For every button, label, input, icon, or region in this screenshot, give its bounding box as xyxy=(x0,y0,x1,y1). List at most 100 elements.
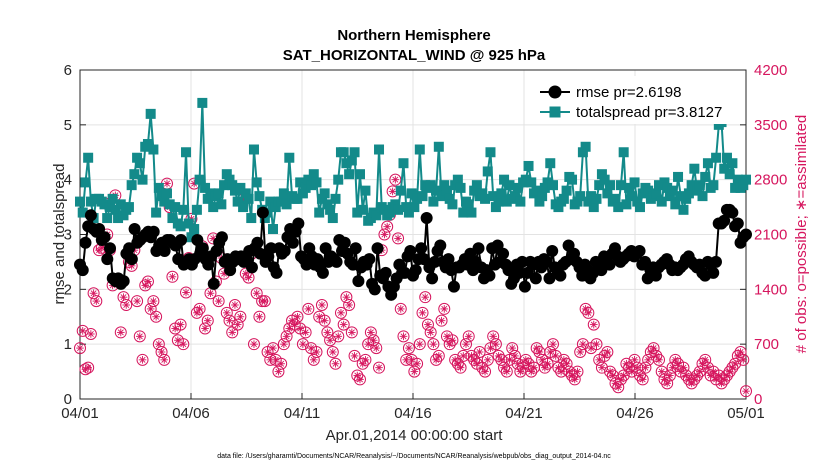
totalspread-point xyxy=(183,218,194,229)
obs-point-star xyxy=(359,360,366,367)
obs-point xyxy=(239,267,252,280)
rmse-point xyxy=(158,244,171,257)
obs-point-star xyxy=(142,282,149,289)
obs-point-star xyxy=(609,372,616,379)
totalspread-point xyxy=(721,152,732,163)
totalspread-point xyxy=(602,188,613,199)
totalspread-point xyxy=(137,174,148,185)
obs-point-circle xyxy=(193,302,206,315)
obs-point-circle xyxy=(133,330,146,343)
obs-point-circle xyxy=(500,365,513,378)
obs-point-star xyxy=(210,235,217,242)
obs-point-star xyxy=(348,329,355,336)
obs-point-star xyxy=(723,372,730,379)
series-rmse xyxy=(74,203,752,301)
totalspread-point xyxy=(480,193,491,204)
obs-point-star xyxy=(392,176,399,183)
obs-point xyxy=(158,353,171,366)
obs-point-star xyxy=(231,301,238,309)
obs-point-circle xyxy=(356,357,369,370)
totalspread-point xyxy=(526,177,537,188)
obs-point-star xyxy=(628,368,635,375)
obs-point-star xyxy=(321,317,328,324)
obs-point-star xyxy=(169,273,176,280)
obs-point-star xyxy=(196,305,203,312)
totalspread-point xyxy=(270,202,281,213)
obs-point-star xyxy=(463,341,470,348)
obs-point-circle xyxy=(141,275,154,288)
obs-point-star xyxy=(351,352,358,359)
obs-point-circle xyxy=(557,353,570,366)
obs-point-circle xyxy=(258,295,271,308)
data-file-footnote: data file: /Users/gharamti/Documents/NCA… xyxy=(217,453,611,460)
totalspread-point xyxy=(292,193,303,204)
obs-point xyxy=(394,302,407,315)
obs-point-star xyxy=(601,352,608,359)
obs-point xyxy=(508,349,521,362)
obs-point-star xyxy=(215,298,222,305)
obs-point-star xyxy=(669,364,676,371)
obs-point-circle xyxy=(158,353,171,366)
obs-point-star xyxy=(376,364,383,371)
obs-point-star xyxy=(441,305,448,312)
obs-point-circle xyxy=(598,349,611,362)
y-tick-right-label: 2800 xyxy=(754,172,787,189)
totalspread-point xyxy=(730,182,741,193)
obs-point-star xyxy=(370,337,377,344)
obs-point xyxy=(576,338,589,351)
obs-point-star xyxy=(579,341,586,348)
obs-point-circle xyxy=(114,326,127,339)
obs-point xyxy=(114,326,127,339)
obs-point xyxy=(275,357,288,370)
obs-point xyxy=(462,330,475,343)
obs-point-star xyxy=(465,333,472,340)
obs-point xyxy=(549,349,562,362)
rmse-point xyxy=(415,242,428,255)
obs-point xyxy=(345,326,358,339)
obs-point xyxy=(541,357,554,370)
obs-point xyxy=(402,342,415,355)
obs-point xyxy=(253,310,266,323)
obs-point-circle xyxy=(397,330,410,343)
obs-point-circle xyxy=(373,361,386,374)
obs-point-circle xyxy=(582,306,595,319)
rmse-point xyxy=(117,275,130,288)
obs-point-star xyxy=(153,313,160,320)
obs-point xyxy=(636,373,649,386)
obs-point xyxy=(150,310,163,323)
totalspread-point xyxy=(374,144,385,155)
obs-point xyxy=(454,361,467,374)
rmse-point xyxy=(707,266,720,279)
obs-point xyxy=(242,271,255,284)
rmse-point xyxy=(363,253,376,266)
totalspread-point xyxy=(414,144,425,155)
obs-point xyxy=(413,338,426,351)
obs-point-star xyxy=(310,356,317,363)
obs-point-star xyxy=(596,356,603,363)
totalspread-point xyxy=(542,177,553,188)
rmse-point xyxy=(278,244,291,257)
obs-point-star xyxy=(422,294,429,301)
totalspread-point xyxy=(384,207,395,218)
obs-point xyxy=(136,353,149,366)
totalspread-point xyxy=(537,191,548,202)
obs-point-star xyxy=(443,333,450,340)
obs-point-circle xyxy=(481,353,494,366)
obs-point-circle xyxy=(737,353,750,366)
obs-point-star xyxy=(726,368,733,375)
totalspread-point xyxy=(599,174,610,185)
totalspread-point xyxy=(501,196,512,207)
obs-point xyxy=(212,295,225,308)
obs-point-circle xyxy=(201,314,214,327)
obs-point-star xyxy=(245,274,252,281)
obs-point-star xyxy=(76,345,84,352)
obs-point-circle xyxy=(427,338,440,351)
rmse-point xyxy=(434,239,447,252)
obs-point-star xyxy=(261,298,268,305)
obs-point-circle xyxy=(636,373,649,386)
rmse-point xyxy=(529,272,542,285)
totalspread-point xyxy=(327,213,338,224)
obs-point-star xyxy=(144,278,151,285)
obs-point-circle xyxy=(541,357,554,370)
obs-point xyxy=(571,365,584,378)
